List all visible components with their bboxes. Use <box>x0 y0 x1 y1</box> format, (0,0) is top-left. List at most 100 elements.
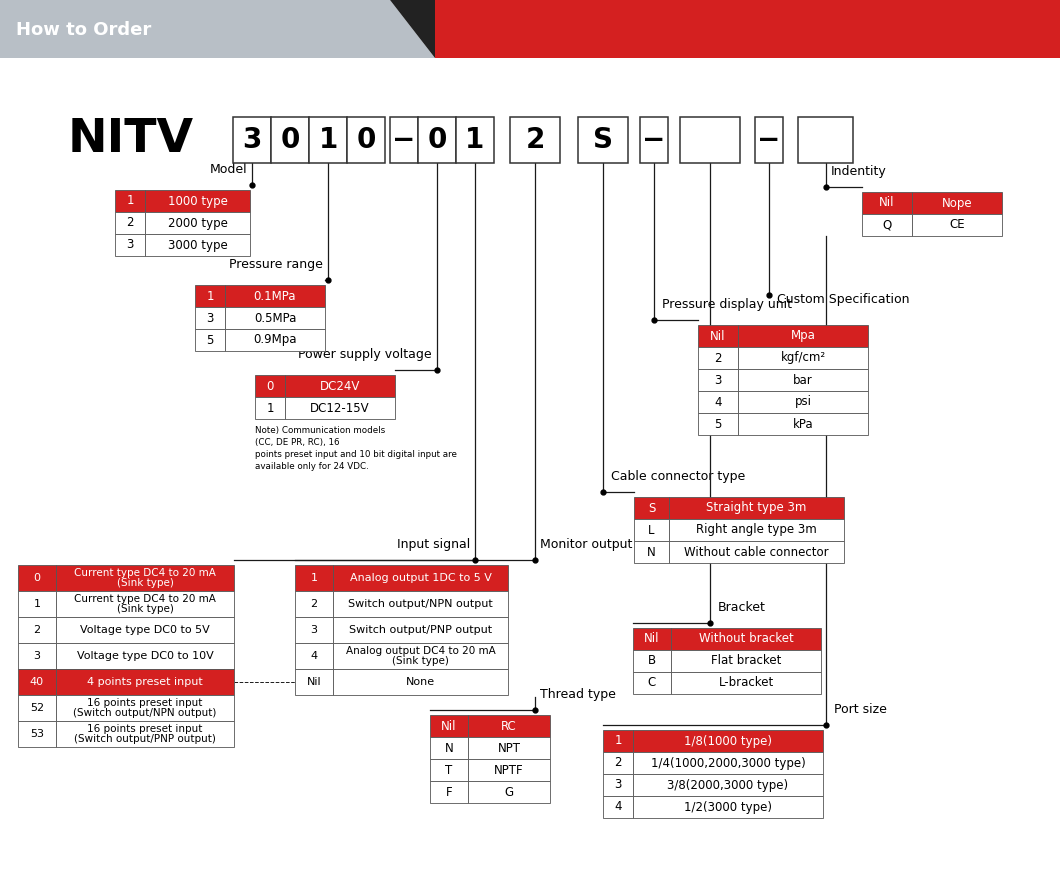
FancyBboxPatch shape <box>634 541 669 563</box>
FancyBboxPatch shape <box>225 307 325 329</box>
Text: 2: 2 <box>126 216 134 230</box>
Text: Power supply voltage: Power supply voltage <box>298 348 432 361</box>
Text: 40: 40 <box>30 677 45 687</box>
FancyBboxPatch shape <box>347 117 385 163</box>
Text: Thread type: Thread type <box>540 688 616 701</box>
FancyBboxPatch shape <box>56 695 234 721</box>
FancyBboxPatch shape <box>633 752 823 774</box>
Text: psi: psi <box>795 396 812 409</box>
FancyBboxPatch shape <box>634 519 669 541</box>
FancyBboxPatch shape <box>56 565 234 591</box>
FancyBboxPatch shape <box>56 721 234 747</box>
Text: 3: 3 <box>207 312 214 324</box>
FancyBboxPatch shape <box>225 329 325 351</box>
Text: Cable connector type: Cable connector type <box>611 470 745 483</box>
Text: 3: 3 <box>714 374 722 387</box>
FancyBboxPatch shape <box>56 643 234 669</box>
Text: 1: 1 <box>318 126 338 154</box>
FancyBboxPatch shape <box>798 117 853 163</box>
FancyBboxPatch shape <box>738 391 868 413</box>
FancyBboxPatch shape <box>145 190 250 212</box>
Text: 3: 3 <box>311 625 318 635</box>
Polygon shape <box>435 0 1060 58</box>
FancyBboxPatch shape <box>195 285 225 307</box>
FancyBboxPatch shape <box>255 397 285 419</box>
Text: C: C <box>648 676 656 690</box>
Polygon shape <box>390 0 435 58</box>
Text: RC: RC <box>501 720 517 733</box>
Text: 1: 1 <box>34 599 40 609</box>
Text: 1: 1 <box>126 194 134 208</box>
Text: T: T <box>445 764 453 776</box>
FancyBboxPatch shape <box>430 781 469 803</box>
FancyBboxPatch shape <box>669 541 844 563</box>
FancyBboxPatch shape <box>333 669 508 695</box>
Text: 0: 0 <box>280 126 300 154</box>
Text: 16 points preset input: 16 points preset input <box>87 724 202 734</box>
FancyBboxPatch shape <box>418 117 456 163</box>
Text: Right angle type 3m: Right angle type 3m <box>696 524 817 537</box>
FancyBboxPatch shape <box>333 591 508 617</box>
Text: N: N <box>647 546 656 559</box>
Text: 2: 2 <box>34 625 40 635</box>
Text: Nil: Nil <box>879 197 895 209</box>
Text: Analog output DC4 to 20 mA: Analog output DC4 to 20 mA <box>346 645 495 656</box>
FancyBboxPatch shape <box>114 212 145 234</box>
Text: 16 points preset input: 16 points preset input <box>87 698 202 708</box>
FancyBboxPatch shape <box>603 774 633 796</box>
Text: bar: bar <box>793 374 813 387</box>
FancyBboxPatch shape <box>603 752 633 774</box>
Text: Without bracket: Without bracket <box>699 632 793 645</box>
FancyBboxPatch shape <box>56 669 234 695</box>
FancyBboxPatch shape <box>295 565 333 591</box>
FancyBboxPatch shape <box>671 628 822 650</box>
Text: 0: 0 <box>266 380 273 393</box>
FancyBboxPatch shape <box>633 730 823 752</box>
FancyBboxPatch shape <box>633 774 823 796</box>
FancyBboxPatch shape <box>510 117 560 163</box>
Text: kPa: kPa <box>793 418 813 431</box>
Text: (Switch output/NPN output): (Switch output/NPN output) <box>73 708 216 718</box>
FancyBboxPatch shape <box>430 737 469 759</box>
FancyBboxPatch shape <box>295 591 333 617</box>
Text: (Sink type): (Sink type) <box>117 578 174 588</box>
Text: Voltage type DC0 to 5V: Voltage type DC0 to 5V <box>81 625 210 635</box>
FancyBboxPatch shape <box>603 796 633 818</box>
Text: 3: 3 <box>34 651 40 661</box>
Text: L-bracket: L-bracket <box>719 676 774 690</box>
Text: 0: 0 <box>427 126 446 154</box>
Text: Input signal: Input signal <box>396 538 470 551</box>
FancyBboxPatch shape <box>56 591 234 617</box>
Text: (Switch output/PNP output): (Switch output/PNP output) <box>74 734 216 744</box>
FancyBboxPatch shape <box>114 234 145 256</box>
FancyBboxPatch shape <box>634 497 669 519</box>
Text: DC24V: DC24V <box>320 380 360 393</box>
FancyBboxPatch shape <box>633 796 823 818</box>
FancyBboxPatch shape <box>255 375 285 397</box>
Text: Indentity: Indentity <box>830 165 886 178</box>
Text: Q: Q <box>882 218 891 231</box>
Text: 1000 type: 1000 type <box>167 194 228 208</box>
Text: 1/4(1000,2000,3000 type): 1/4(1000,2000,3000 type) <box>651 757 806 769</box>
FancyBboxPatch shape <box>430 759 469 781</box>
FancyBboxPatch shape <box>469 781 550 803</box>
Text: 4: 4 <box>614 801 622 813</box>
Text: Switch output/PNP output: Switch output/PNP output <box>349 625 492 635</box>
Text: L: L <box>649 524 655 537</box>
Text: B: B <box>648 654 656 668</box>
FancyBboxPatch shape <box>310 117 347 163</box>
FancyBboxPatch shape <box>18 721 56 747</box>
FancyBboxPatch shape <box>912 214 1002 236</box>
Text: Voltage type DC0 to 10V: Voltage type DC0 to 10V <box>76 651 213 661</box>
Text: Current type DC4 to 20 mA: Current type DC4 to 20 mA <box>74 568 216 577</box>
Text: 2: 2 <box>526 126 545 154</box>
FancyBboxPatch shape <box>233 117 271 163</box>
FancyBboxPatch shape <box>18 591 56 617</box>
FancyBboxPatch shape <box>469 737 550 759</box>
Text: 1/2(3000 type): 1/2(3000 type) <box>684 801 772 813</box>
FancyBboxPatch shape <box>578 117 628 163</box>
Text: DC12-15V: DC12-15V <box>311 402 370 414</box>
FancyBboxPatch shape <box>681 117 740 163</box>
FancyBboxPatch shape <box>195 307 225 329</box>
Text: 5: 5 <box>207 334 214 346</box>
